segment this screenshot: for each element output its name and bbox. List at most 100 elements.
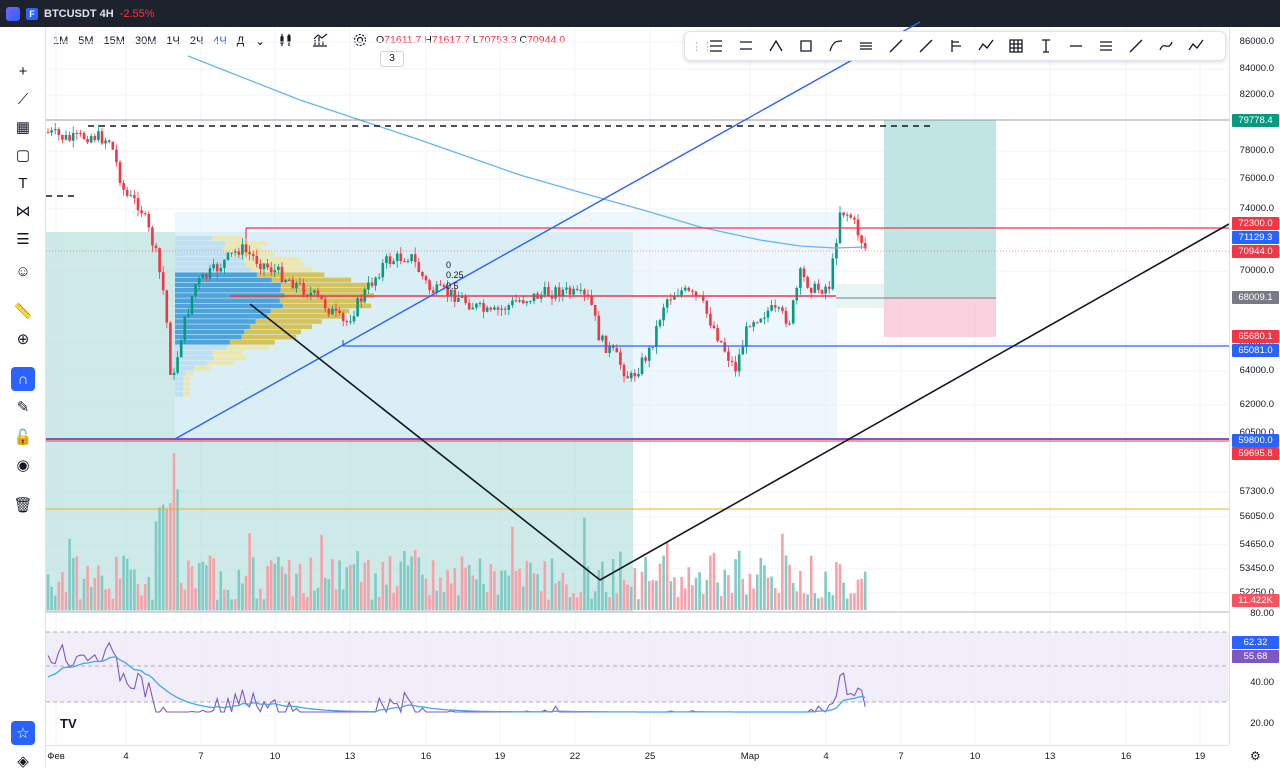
layers-icon[interactable]: ◈ bbox=[17, 753, 29, 770]
volume-bar bbox=[849, 593, 853, 610]
candle-body bbox=[244, 244, 248, 253]
timeframe-1m[interactable]: 1M bbox=[53, 35, 69, 47]
candle-body bbox=[806, 276, 809, 288]
candle-body bbox=[349, 321, 352, 323]
profile-up-bar bbox=[175, 308, 271, 314]
candle-body bbox=[89, 135, 93, 143]
grid-icon[interactable]: ▦ bbox=[15, 119, 31, 136]
indicators-collapse-button[interactable]: 3 bbox=[380, 51, 404, 67]
trash-icon[interactable]: 🗑 bbox=[13, 497, 33, 514]
descending-black-line[interactable] bbox=[249, 303, 601, 581]
volume-bar bbox=[190, 566, 194, 610]
timeframe-5m[interactable]: 5M bbox=[78, 35, 94, 47]
rsi-ma-line[interactable] bbox=[47, 656, 866, 713]
profile-down-bar bbox=[250, 324, 312, 329]
price-scale[interactable]: 86000.0 84000.0 82000.0 78000.0 76000.0 74000… bbox=[1229, 27, 1280, 745]
candle-body bbox=[125, 189, 129, 196]
eye-icon[interactable]: ◉ bbox=[16, 457, 30, 474]
profile-up-bar bbox=[175, 355, 214, 361]
lines-icon[interactable] bbox=[1091, 33, 1121, 59]
horizontal-line-icon[interactable] bbox=[1061, 33, 1091, 59]
timeframe-2h[interactable]: 2Ч bbox=[189, 35, 204, 47]
crosshair-icon[interactable]: + bbox=[18, 62, 28, 80]
candle-body bbox=[86, 138, 89, 143]
volume-bar bbox=[683, 588, 687, 610]
magnet-icon[interactable]: ∩ bbox=[11, 367, 35, 391]
timeframe-1h[interactable]: 1Ч bbox=[166, 35, 180, 47]
timeframe-4h[interactable]: 4Ч bbox=[213, 35, 227, 47]
candle-body bbox=[158, 248, 161, 273]
arrow-icon[interactable] bbox=[881, 33, 911, 59]
emoji-icon[interactable]: ☺ bbox=[15, 262, 31, 280]
rectangle-icon[interactable] bbox=[791, 33, 821, 59]
volume-bar bbox=[561, 572, 565, 610]
long-stop-zone[interactable] bbox=[884, 298, 996, 337]
volume-bar bbox=[824, 571, 827, 610]
timeframe-30m[interactable]: 30M bbox=[134, 35, 157, 47]
timeframe-dropdown-icon[interactable]: ⌄ bbox=[254, 33, 266, 48]
candle-body bbox=[651, 346, 655, 348]
timeframe-1d[interactable]: Д bbox=[236, 35, 245, 47]
volume-bar bbox=[280, 566, 284, 610]
candle-body bbox=[842, 212, 845, 216]
lock-draw-icon[interactable]: ✎ bbox=[16, 399, 30, 416]
fib-icon[interactable]: ☰ bbox=[16, 231, 30, 248]
fib-retracement-icon[interactable] bbox=[701, 33, 731, 59]
timeframe-15m[interactable]: 15M bbox=[103, 35, 125, 47]
volume-bar bbox=[385, 584, 388, 610]
drag-handle-icon[interactable]: ⋮⋮ bbox=[691, 40, 713, 53]
profile-down-bar bbox=[270, 308, 350, 314]
pattern-icon[interactable]: ⋈ bbox=[15, 203, 31, 220]
time-label: Мар bbox=[740, 751, 760, 762]
ruler-icon[interactable]: 📏 bbox=[13, 303, 33, 320]
volume-bars bbox=[46, 453, 867, 610]
axis-settings-gear-icon[interactable]: ⚙ bbox=[1250, 749, 1261, 763]
volume-bar bbox=[579, 591, 583, 610]
star-icon[interactable]: ☆ bbox=[11, 721, 35, 745]
volume-bar bbox=[53, 595, 57, 610]
price-badge: 59800.0 bbox=[1232, 434, 1279, 447]
text-icon[interactable] bbox=[1031, 33, 1061, 59]
candle-body bbox=[734, 361, 737, 372]
curve-icon[interactable] bbox=[1151, 33, 1181, 59]
candle-body bbox=[255, 256, 259, 264]
price-label: 60500.0 bbox=[1239, 427, 1274, 438]
parallel-lines-icon[interactable] bbox=[851, 33, 881, 59]
trendline-icon[interactable]: ⟋ bbox=[17, 90, 29, 108]
candle-body bbox=[53, 129, 57, 131]
volume-bar bbox=[557, 581, 561, 610]
time-label: 16 bbox=[1120, 751, 1132, 762]
pattern-icon[interactable] bbox=[1181, 33, 1211, 59]
ray-icon[interactable] bbox=[911, 33, 941, 59]
tradingview-logo-icon: TV bbox=[60, 716, 77, 731]
zigzag-icon[interactable] bbox=[971, 33, 1001, 59]
fib-channel-icon[interactable] bbox=[731, 33, 761, 59]
ascending-black-line[interactable] bbox=[599, 223, 1230, 581]
trend-icon[interactable] bbox=[1121, 33, 1151, 59]
volume-bar bbox=[367, 559, 370, 610]
price-label: 84000.0 bbox=[1239, 63, 1274, 74]
path-icon[interactable] bbox=[821, 33, 851, 59]
pitchfork-icon[interactable] bbox=[941, 33, 971, 59]
rectangle-icon[interactable]: ▢ bbox=[15, 147, 31, 164]
text-icon[interactable]: T bbox=[18, 174, 28, 192]
brush-icon[interactable] bbox=[761, 33, 791, 59]
candle-body bbox=[629, 373, 633, 379]
symbol-title[interactable]: BTCUSDT 4H bbox=[44, 7, 114, 20]
zoom-in-icon[interactable]: ⊕ bbox=[16, 331, 30, 348]
time-axis[interactable]: Фев 4 7 10 13 16 19 22 25 Мар 4 7 10 13 16 19 bbox=[46, 745, 1229, 767]
volume-bar bbox=[572, 592, 575, 610]
candle-body bbox=[115, 149, 118, 163]
volume-bar bbox=[140, 595, 143, 610]
volume-bar bbox=[320, 534, 323, 610]
volume-bar bbox=[46, 574, 50, 610]
volume-bar bbox=[658, 563, 662, 610]
ascending-trendline[interactable] bbox=[174, 21, 921, 440]
grid-icon[interactable] bbox=[1001, 33, 1031, 59]
candle-body bbox=[176, 357, 179, 373]
lock-icon[interactable]: 🔓 bbox=[13, 429, 33, 446]
long-target-zone[interactable] bbox=[884, 120, 996, 298]
volume-bar bbox=[151, 599, 154, 610]
volume-bar bbox=[597, 570, 601, 610]
